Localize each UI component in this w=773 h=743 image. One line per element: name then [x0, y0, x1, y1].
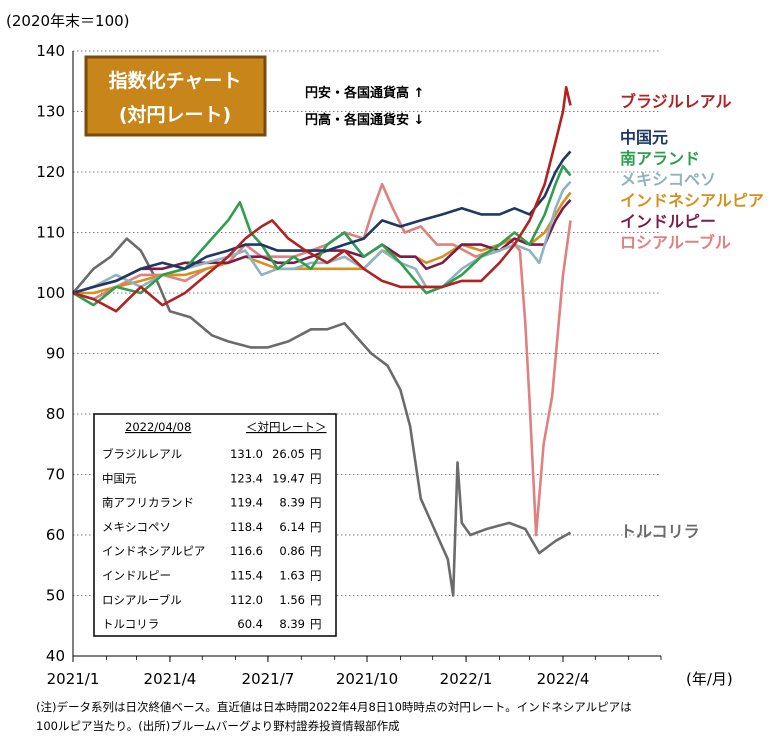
- table-cell-index: 60.4: [237, 617, 263, 631]
- series-label-rub: ロシアルーブル: [620, 233, 731, 252]
- table-cell-unit: 円: [310, 471, 322, 485]
- data-table: 2022/04/08 ＜対円レート＞ ブラジルレアル 131.0 26.05 円中国元…: [93, 413, 337, 637]
- table-cell-index: 116.6: [230, 544, 263, 558]
- table-cell-unit: 円: [310, 569, 322, 583]
- table-cell-name: インドネシアルピア: [102, 544, 205, 558]
- x-unit-label: (年/月): [686, 670, 733, 688]
- y-tick-label: 140: [36, 42, 65, 60]
- y-tick-labels: 40 50 60 70 80 90 100 110 120 130 140: [36, 42, 65, 665]
- table-cell-rate: 1.63: [279, 569, 305, 583]
- table-cell-name: トルコリラ: [102, 617, 159, 631]
- table-cell-rate: 26.05: [272, 447, 305, 461]
- table-cell-rate: 0.86: [279, 544, 305, 558]
- series-label-brl: ブラジルレアル: [620, 92, 732, 111]
- y-tick-label: 50: [46, 587, 65, 605]
- series-lines: [72, 86, 572, 597]
- table-cell-unit: 円: [310, 447, 322, 461]
- x-tick-label: 2021/4: [144, 670, 197, 688]
- table-cell-name: ブラジルレアル: [102, 447, 182, 461]
- table-date: 2022/04/08: [125, 420, 191, 434]
- series-line-6: [72, 182, 572, 537]
- y-tick-label: 130: [36, 103, 65, 121]
- table-cell-unit: 円: [310, 593, 322, 607]
- series-line-3: [72, 180, 572, 295]
- x-tick-label: 2022/4: [537, 670, 590, 688]
- y-unit-label: (2020年末＝100): [6, 12, 130, 30]
- series-labels: ブラジルレアル 中国元 南アランド メキシコペソ インドネシアルピア インドルピ…: [620, 92, 764, 541]
- series-label-mxn: メキシコペソ: [620, 170, 716, 189]
- table-cell-unit: 円: [310, 544, 322, 558]
- table-cell-name: インドルピー: [102, 569, 171, 583]
- table-cell-rate: 8.39: [279, 496, 305, 510]
- table-cell-index: 112.0: [230, 593, 263, 607]
- table-cell-index: 118.4: [230, 520, 263, 534]
- table-cell-index: 115.4: [230, 569, 263, 583]
- table-cell-unit: 円: [310, 617, 322, 631]
- y-tick-label: 60: [46, 526, 65, 544]
- series-label-try: トルコリラ: [620, 522, 700, 541]
- x-tick-label: 2021/1: [47, 670, 100, 688]
- table-cell-rate: 19.47: [272, 471, 305, 485]
- title-box: 指数化チャート (対円レート): [84, 55, 267, 137]
- series-label-cny: 中国元: [620, 128, 668, 147]
- x-tick-label: 2021/10: [336, 670, 398, 688]
- y-tick-label: 110: [36, 224, 65, 242]
- table-rate-header: ＜対円レート＞: [246, 420, 327, 434]
- y-tick-label: 90: [46, 345, 65, 363]
- table-cell-unit: 円: [310, 520, 322, 534]
- table-cell-rate: 8.39: [279, 617, 305, 631]
- table-cell-name: メキシコペソ: [102, 520, 171, 534]
- table-cell-rate: 1.56: [279, 593, 305, 607]
- table-cell-name: ロシアルーブル: [102, 593, 182, 607]
- table-cell-name: 中国元: [102, 471, 137, 485]
- y-tick-label: 100: [36, 284, 65, 302]
- y-tick-label: 70: [46, 466, 65, 484]
- table-cell-unit: 円: [310, 496, 322, 510]
- series-label-inr: インドルピー: [620, 212, 716, 231]
- title-line2: (対円レート): [119, 103, 231, 126]
- footnote-line1: (注)データ系列は日次終値ベース。直近値は日本時間2022年4月8日10時時点の…: [36, 700, 632, 714]
- table-cell-index: 119.4: [230, 496, 263, 510]
- series-line-4: [73, 191, 572, 295]
- table-cell-index: 131.0: [230, 447, 263, 461]
- title-line1: 指数化チャート: [109, 69, 242, 92]
- series-label-idr: インドネシアルピア: [620, 191, 764, 210]
- series-line-0: [72, 86, 572, 313]
- annotation-yen-weak: 円安・各国通貨高 ↑: [305, 85, 424, 101]
- x-tick-label: 2021/7: [242, 670, 295, 688]
- x-tick-label: 2022/1: [440, 670, 493, 688]
- table-cell-index: 123.4: [230, 471, 263, 485]
- y-tick-label: 40: [46, 647, 65, 665]
- annotation-yen-strong: 円高・各国通貨安 ↓: [305, 112, 424, 128]
- series-label-zar: 南アランド: [620, 149, 700, 168]
- footnote-line2: 100ルピア当たり。(出所)ブルームバーグより野村證券投資情報部作成: [36, 719, 400, 733]
- y-tick-label: 80: [46, 405, 65, 423]
- x-tick-labels: 2021/1 2021/4 2021/7 2021/10 2022/1 2022/4: [47, 656, 662, 688]
- series-line-1: [72, 150, 572, 295]
- table-cell-name: 南アフリカランド: [102, 496, 194, 510]
- y-tick-label: 120: [36, 163, 65, 181]
- series-line-7: [72, 237, 572, 597]
- table-cell-rate: 6.14: [279, 520, 305, 534]
